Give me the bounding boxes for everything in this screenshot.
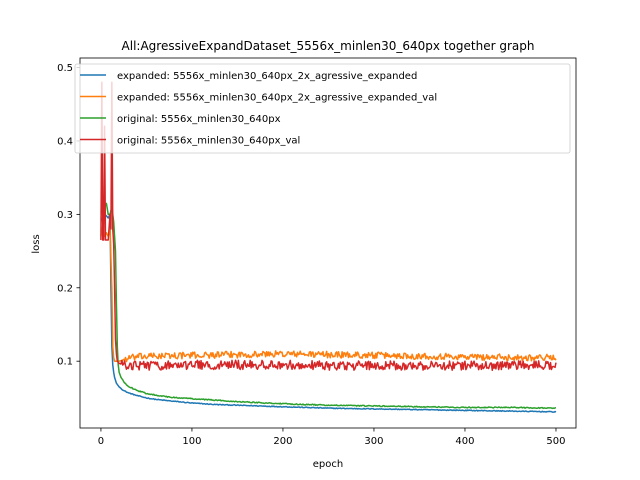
x-tick-label: 100 [182,436,201,447]
series-line-1 [100,213,557,413]
legend-box [74,63,571,154]
series-line-4 [100,81,557,371]
legend-entry: expanded: 5556x_minlen30_640px_2x_agress… [117,71,417,82]
y-axis-label: loss [31,234,42,253]
y-tick-label: 0.3 [57,210,73,221]
series-line-3 [100,202,557,410]
x-tick-label: 300 [364,436,383,447]
axes-frame [79,57,577,429]
x-axis-label: epoch [313,459,343,470]
plot-lines [100,81,557,413]
legend: expanded: 5556x_minlen30_640px_2x_agress… [74,63,571,154]
x-tick-label: 0 [98,436,104,447]
series-line-2 [100,224,557,363]
x-tick-label: 200 [273,436,292,447]
plot-area-border [79,57,577,429]
legend-entry: original: 5556x_minlen30_640px [117,114,281,125]
y-tick-label: 0.1 [57,357,73,368]
x-tick-label: 400 [455,436,474,447]
legend-entry: expanded: 5556x_minlen30_640px_2x_agress… [117,93,437,104]
y-tick-label: 0.2 [57,283,73,294]
y-tick-label: 0.4 [57,136,73,147]
x-tick-label: 500 [546,436,565,447]
x-axis-ticks: 0 100 200 300 400 500 [98,428,566,447]
legend-entry: original: 5556x_minlen30_640px_val [117,136,300,147]
y-tick-label: 0.5 [57,63,73,74]
chart-title: All:AgressiveExpandDataset_5556x_minlen3… [122,39,535,53]
